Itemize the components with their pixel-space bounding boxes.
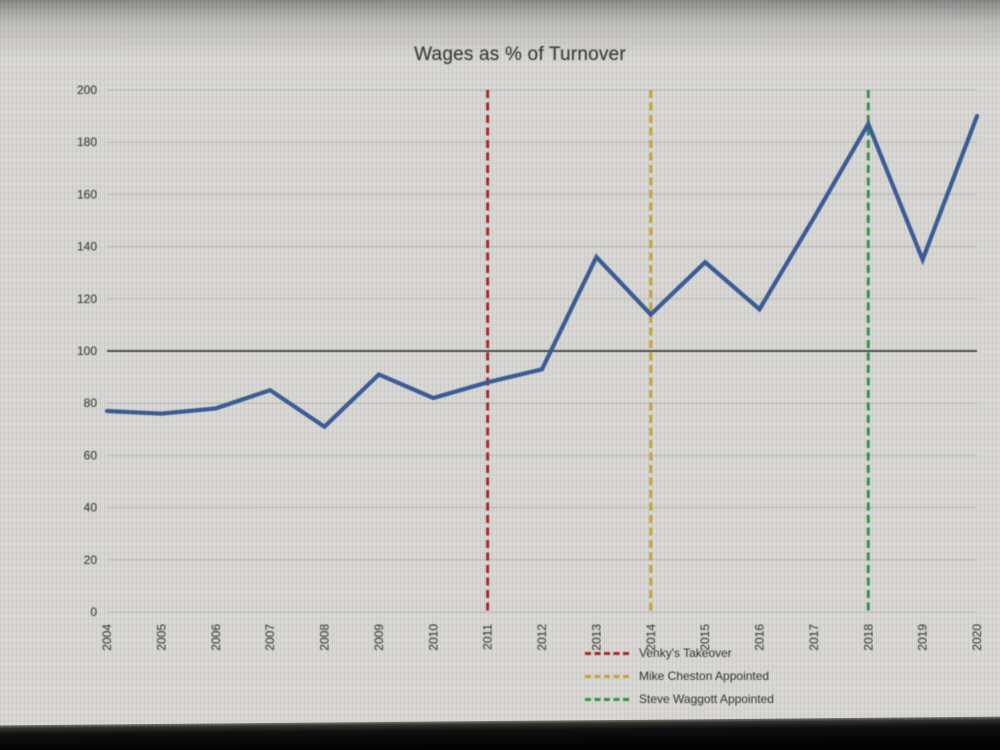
x-tick-label: 2008 <box>318 624 332 651</box>
legend-label: Mike Cheston Appointed <box>639 669 770 683</box>
y-tick-label: 200 <box>77 83 97 97</box>
x-tick-label: 2006 <box>209 624 223 651</box>
legend-item-mike-cheston-appointed: Mike Cheston Appointed <box>585 669 774 683</box>
legend-item-venky-s-takeover: Venky's Takeover <box>585 646 774 660</box>
legend-label: Venky's Takeover <box>639 646 732 660</box>
y-tick-label: 40 <box>84 501 98 515</box>
y-tick-label: 20 <box>84 553 98 567</box>
chart-area: Wages as % of Turnover 0 20 40 60 80 100 120 14… <box>77 44 984 706</box>
x-tick-label: 2013 <box>589 624 603 651</box>
x-tick-label: 2016 <box>753 624 767 651</box>
y-tick-label: 140 <box>77 240 97 254</box>
screen: Wages as % of Turnover 0 20 40 60 80 100 120 14… <box>0 0 1000 728</box>
x-tick-label: 2020 <box>970 624 984 651</box>
legend-dash-marker <box>585 697 629 701</box>
y-tick-label: 120 <box>77 292 97 306</box>
legend-label: Steve Waggott Appointed <box>639 692 774 706</box>
y-tick-label: 0 <box>90 605 97 619</box>
legend-item-steve-waggott-appointed: Steve Waggott Appointed <box>585 692 774 706</box>
x-tick-label: 2010 <box>426 624 440 651</box>
y-tick-label: 180 <box>77 135 97 149</box>
chart-title: Wages as % of Turnover <box>414 44 626 65</box>
x-tick-label: 2014 <box>644 624 658 651</box>
x-tick-label: 2019 <box>916 624 930 651</box>
y-tick-label: 60 <box>84 448 98 462</box>
x-tick-label: 2009 <box>372 624 386 651</box>
y-tick-label: 160 <box>77 187 97 201</box>
x-tick-label: 2018 <box>861 624 875 651</box>
x-tick-label: 2015 <box>698 624 712 651</box>
x-tick-label: 2017 <box>807 624 821 651</box>
x-tick-label: 2007 <box>263 624 277 651</box>
x-tick-label: 2005 <box>154 624 168 651</box>
legend-dash-marker <box>585 674 629 678</box>
x-tick-label: 2012 <box>535 624 549 651</box>
x-tick-label: 2011 <box>481 624 495 650</box>
y-tick-label: 100 <box>77 344 97 358</box>
legend-dash-marker <box>585 651 629 655</box>
y-tick-label: 80 <box>84 396 98 410</box>
data-series-wages-as-of-turnover <box>104 113 980 430</box>
chart-legend: Venky's Takeover Mike Cheston Appointed St… <box>585 646 774 706</box>
x-tick-label: 2004 <box>100 624 114 651</box>
